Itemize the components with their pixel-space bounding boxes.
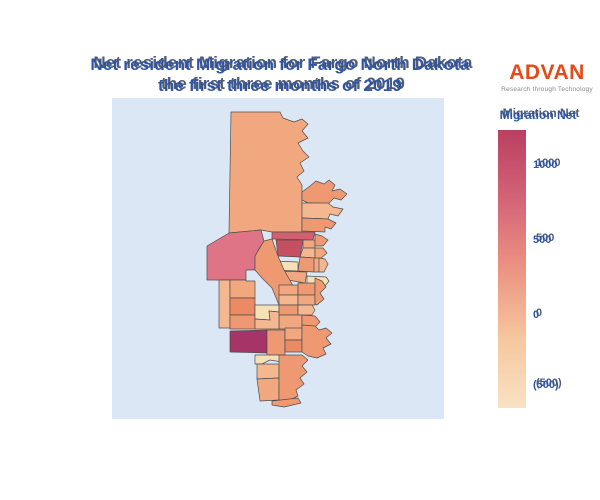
colorbar <box>498 130 526 408</box>
advan-logo-tagline: Research through Technology <box>501 86 593 93</box>
chart-title: Net resident Migration for Fargo North D… <box>60 54 500 96</box>
advan-logo-text: ADVAN <box>509 61 585 84</box>
map-region[interactable] <box>297 304 316 316</box>
map-region[interactable] <box>284 339 303 353</box>
map-region[interactable] <box>314 277 327 306</box>
map-region[interactable] <box>229 297 256 316</box>
map-region[interactable] <box>228 111 310 234</box>
map-region[interactable] <box>302 239 316 249</box>
map-region[interactable] <box>278 284 299 296</box>
colorbar-label: Migration Net <box>499 108 577 122</box>
map-region[interactable] <box>284 327 303 341</box>
map-region[interactable] <box>266 329 286 356</box>
map-region[interactable] <box>297 282 316 296</box>
map-region[interactable] <box>301 324 333 359</box>
map-region[interactable] <box>256 377 280 402</box>
advan-logo: ADVAN Research through Technology <box>496 57 598 102</box>
map-region[interactable] <box>297 256 316 273</box>
map-region[interactable] <box>301 202 344 220</box>
chart-title-line1: Net resident Migration for Fargo North D… <box>90 55 470 74</box>
colorbar-tick-label: 500 <box>533 234 552 246</box>
map-region[interactable] <box>278 354 309 402</box>
colorbar-tick-label: 1000 <box>533 159 558 171</box>
map-region[interactable] <box>299 247 316 259</box>
choropleth-map <box>206 111 348 408</box>
map-region[interactable] <box>271 397 302 408</box>
map-region[interactable] <box>256 363 280 380</box>
map-region[interactable] <box>297 294 316 306</box>
map-region[interactable] <box>314 233 329 247</box>
map-region[interactable] <box>218 279 231 329</box>
map-region[interactable] <box>254 310 280 330</box>
map-region[interactable] <box>229 314 256 330</box>
map-region[interactable] <box>301 217 337 233</box>
map-region[interactable] <box>314 247 328 260</box>
map-region[interactable] <box>301 179 348 205</box>
map-region[interactable] <box>278 294 299 306</box>
map-region[interactable] <box>278 304 299 316</box>
colorbar-tick-label: 0 <box>533 309 540 321</box>
map-region[interactable] <box>275 239 304 258</box>
chart-title-line2: the first three months of 2019 <box>157 76 403 95</box>
map-region[interactable] <box>229 329 268 354</box>
map-region[interactable] <box>254 354 283 365</box>
map-panel <box>112 98 444 419</box>
map-region[interactable] <box>271 231 316 241</box>
map-region[interactable] <box>278 314 303 330</box>
colorbar-tick-label: (500) <box>533 379 559 391</box>
map-region[interactable] <box>318 257 329 273</box>
map-region[interactable] <box>229 279 256 299</box>
